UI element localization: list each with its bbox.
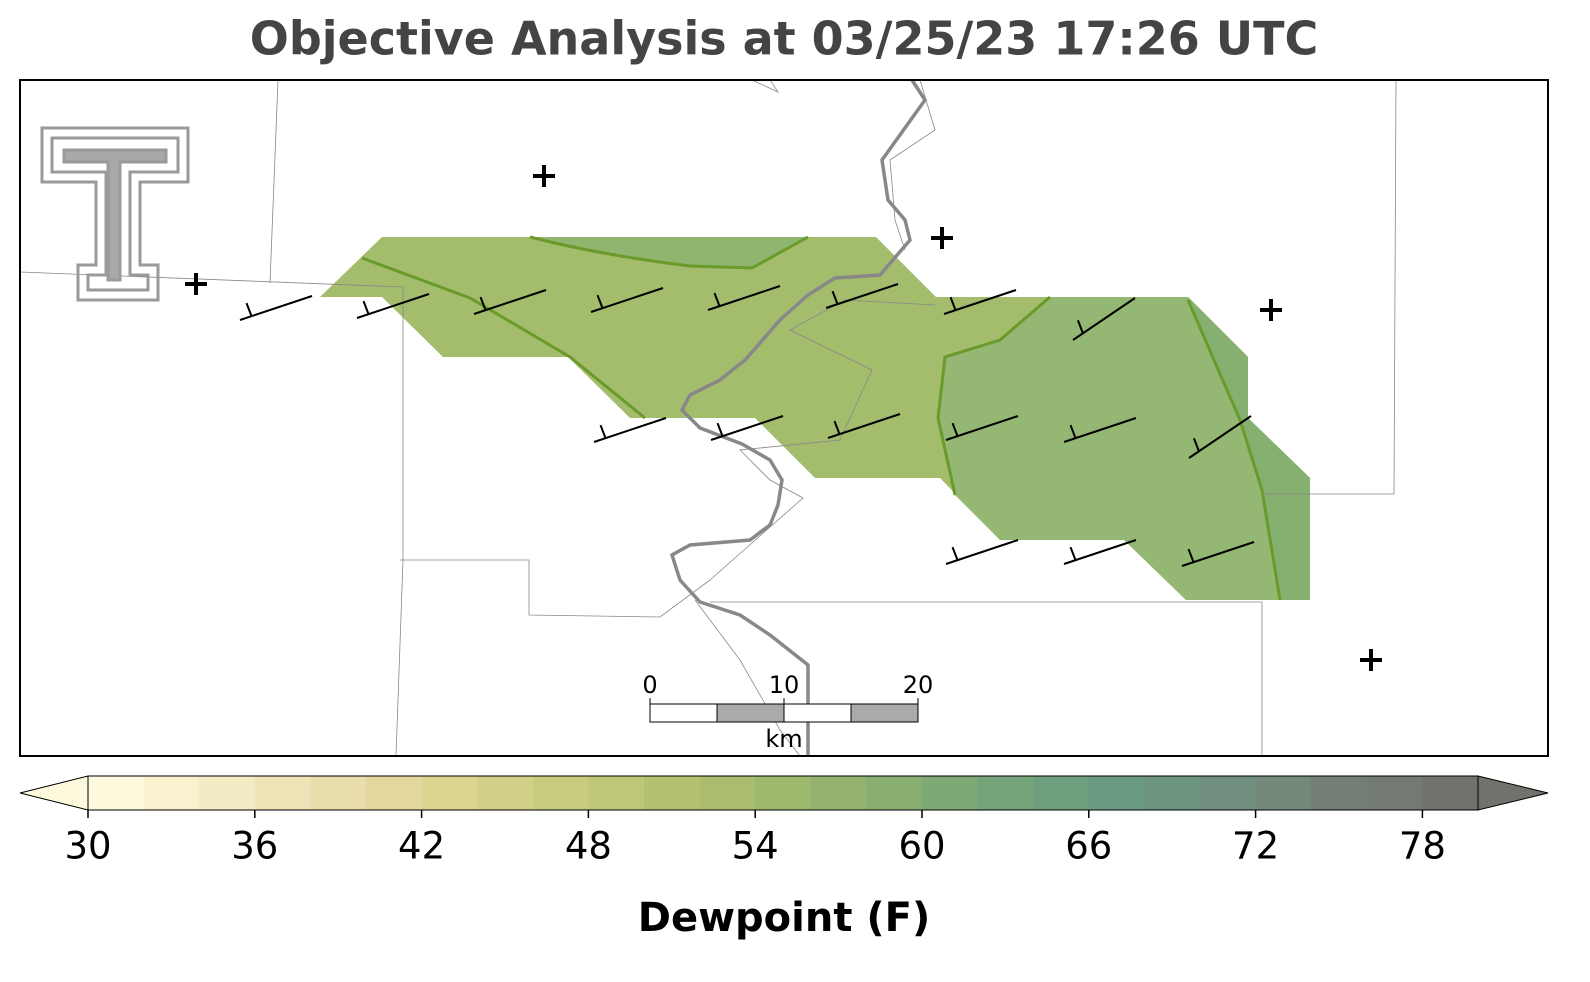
river: [669, 79, 928, 756]
colorbar-bin: [254, 776, 311, 810]
wind-barb-flag: [833, 420, 841, 435]
wind-barb-shaft: [473, 289, 547, 315]
colorbar-bin: [1422, 776, 1479, 810]
map-frame: [19, 79, 1549, 757]
wind-barb-flag: [1069, 546, 1077, 561]
wind-barb-flag: [951, 422, 959, 437]
colorbar-bin: [1144, 776, 1201, 810]
colorbar-tick-label: 30: [64, 825, 111, 868]
colorbar-bin: [866, 776, 923, 810]
colorbar-bin: [755, 776, 812, 810]
wind-barb-shaft: [356, 293, 430, 319]
scale-tick-label: 0: [642, 671, 657, 699]
colorbar-tick-label: 60: [898, 825, 945, 868]
wind-barb-flag: [1076, 319, 1084, 334]
colorbar-label: Dewpoint (F): [638, 895, 931, 941]
scale-segment: [850, 703, 919, 723]
map: 0 10 20 km: [19, 79, 1549, 757]
scale-segment: [716, 703, 785, 723]
scale-tick-label: 20: [903, 671, 934, 699]
colorbar-bin: [199, 776, 256, 810]
colorbar-bin: [421, 776, 478, 810]
scale-segment: [783, 703, 852, 723]
colorbar-bin: [1311, 776, 1368, 810]
wind-barb-shaft: [590, 287, 664, 313]
wind-barb-flag: [245, 302, 253, 317]
colorbar-bin: [1033, 776, 1090, 810]
colorbar: 30 36 42 48 54 60 66 72 78: [19, 775, 1549, 868]
colorbar-bin: [810, 776, 867, 810]
wind-barb-shaft: [239, 295, 313, 321]
wind-barb-shaft: [945, 539, 1019, 565]
dewpoint-contours: [361, 235, 1282, 601]
scale-unit: km: [765, 725, 802, 753]
colorbar-bin: [88, 776, 145, 810]
wind-barb-flag: [951, 546, 959, 561]
wind-barb-shaft: [1063, 417, 1137, 443]
wind-barb-flag: [716, 422, 724, 437]
map-title: Objective Analysis at 03/25/23 17:26 UTC: [250, 12, 1319, 66]
colorbar-bin: [644, 776, 701, 810]
colorbar-bin: [532, 776, 589, 810]
wind-barb-flag: [949, 296, 957, 311]
colorbar-tick-label: 48: [565, 825, 612, 868]
colorbar-tick-label: 42: [398, 825, 445, 868]
colorbar-bin: [1200, 776, 1257, 810]
colorbar-bin: [588, 776, 645, 810]
county-lines: [19, 79, 1397, 757]
wind-barb-flag: [599, 424, 607, 439]
colorbar-tick-label: 36: [231, 825, 278, 868]
colorbar-extend-high: [1477, 775, 1549, 811]
wind-barb-flag: [479, 296, 487, 311]
colorbar-bin: [310, 776, 367, 810]
scale-segment: [649, 703, 718, 723]
wind-barb-shaft: [943, 289, 1017, 315]
colorbar-tick-label: 54: [732, 825, 779, 868]
station-markers: [185, 165, 1382, 671]
colorbar-bin: [922, 776, 979, 810]
wind-barb-flag: [713, 292, 721, 307]
colorbar-tick-label: 78: [1399, 825, 1446, 868]
colorbar-bin: [1255, 776, 1312, 810]
wind-barb-flag: [596, 294, 604, 309]
colorbar-bin: [699, 776, 756, 810]
colorbar-extend-low: [19, 775, 89, 811]
wind-barb-flag: [1187, 548, 1195, 563]
colorbar-outline: [87, 775, 1479, 811]
wind-barb-shaft: [593, 417, 667, 443]
wind-barb-flag: [362, 300, 370, 315]
wind-barbs: [239, 283, 1255, 567]
wind-barb-flag: [831, 290, 839, 305]
dewpoint-fill-mid: [530, 237, 808, 268]
colorbar-bin: [1366, 776, 1423, 810]
wind-barb-shaft: [1063, 539, 1137, 565]
colorbar-tick-label: 66: [1065, 825, 1112, 868]
colorbar-bin: [143, 776, 200, 810]
colorbar-bin: [1088, 776, 1145, 810]
wind-barb-shaft: [1181, 541, 1255, 567]
wind-barb-shaft: [710, 415, 784, 441]
scale-bar: 0 10 20 km: [642, 671, 933, 753]
wind-barb-shaft: [707, 285, 781, 311]
logo: [40, 126, 190, 302]
wind-barb-flag: [1069, 424, 1077, 439]
colorbar-tick-label: 72: [1232, 825, 1279, 868]
wind-barb-flag: [1192, 437, 1200, 452]
colorbar-bin: [477, 776, 534, 810]
wind-barb-shaft: [827, 413, 901, 439]
colorbar-bin: [366, 776, 423, 810]
colorbar-bin: [977, 776, 1034, 810]
scale-tick-label: 10: [769, 671, 800, 699]
wind-barb-shaft: [825, 283, 899, 309]
dewpoint-fill-mid: [938, 297, 1310, 600]
wind-barb-shaft: [945, 415, 1019, 441]
